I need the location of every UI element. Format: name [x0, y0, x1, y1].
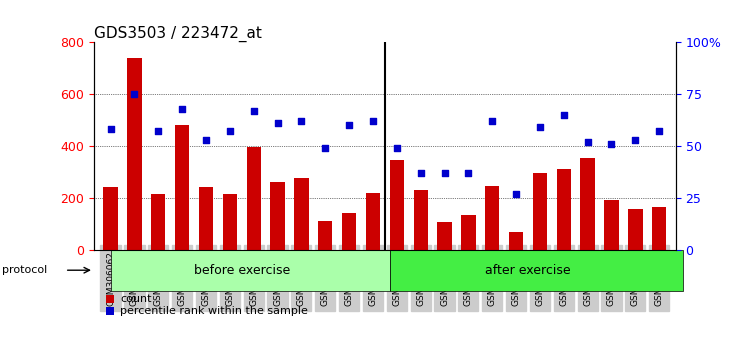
Point [605, 141, 617, 147]
Point [104, 127, 116, 132]
Bar [105, 307, 114, 315]
Bar [652, 207, 666, 250]
Bar [414, 190, 428, 250]
Point [152, 129, 164, 134]
Text: percentile rank within the sample: percentile rank within the sample [120, 306, 308, 316]
Bar [175, 125, 189, 250]
Bar [270, 182, 285, 250]
Bar [437, 222, 451, 250]
Bar [485, 186, 499, 250]
Point [629, 137, 641, 143]
Bar [532, 173, 547, 250]
Point [558, 112, 570, 118]
Point [367, 118, 379, 124]
Text: count: count [120, 293, 152, 304]
Point [581, 139, 593, 145]
Text: GDS3503 / 223472_at: GDS3503 / 223472_at [94, 26, 262, 42]
Bar [556, 169, 571, 250]
Bar [105, 295, 114, 303]
Point [224, 129, 236, 134]
Point [319, 145, 331, 151]
Point [248, 108, 260, 114]
Point [486, 118, 498, 124]
Bar [294, 178, 309, 250]
Text: after exercise: after exercise [485, 264, 571, 277]
Bar [342, 213, 356, 250]
Bar [110, 250, 390, 291]
Point [653, 129, 665, 134]
Bar [509, 232, 523, 250]
Bar [127, 58, 142, 250]
Point [200, 137, 212, 143]
Text: before exercise: before exercise [194, 264, 290, 277]
Bar [104, 187, 118, 250]
Point [272, 120, 284, 126]
Point [510, 191, 522, 196]
Bar [151, 194, 165, 250]
Bar [366, 193, 380, 250]
Point [176, 106, 189, 112]
Bar [461, 215, 475, 250]
Point [128, 91, 140, 97]
Bar [223, 194, 237, 250]
Point [343, 122, 355, 128]
Point [439, 170, 451, 176]
Point [463, 170, 475, 176]
Point [534, 125, 546, 130]
Bar [390, 160, 404, 250]
Point [391, 145, 403, 151]
Bar [605, 200, 619, 250]
Bar [390, 250, 683, 291]
Point [295, 118, 307, 124]
Bar [318, 221, 333, 250]
Text: protocol: protocol [2, 265, 47, 275]
Point [415, 170, 427, 176]
Bar [199, 187, 213, 250]
Bar [581, 158, 595, 250]
Bar [246, 147, 261, 250]
Bar [628, 210, 643, 250]
